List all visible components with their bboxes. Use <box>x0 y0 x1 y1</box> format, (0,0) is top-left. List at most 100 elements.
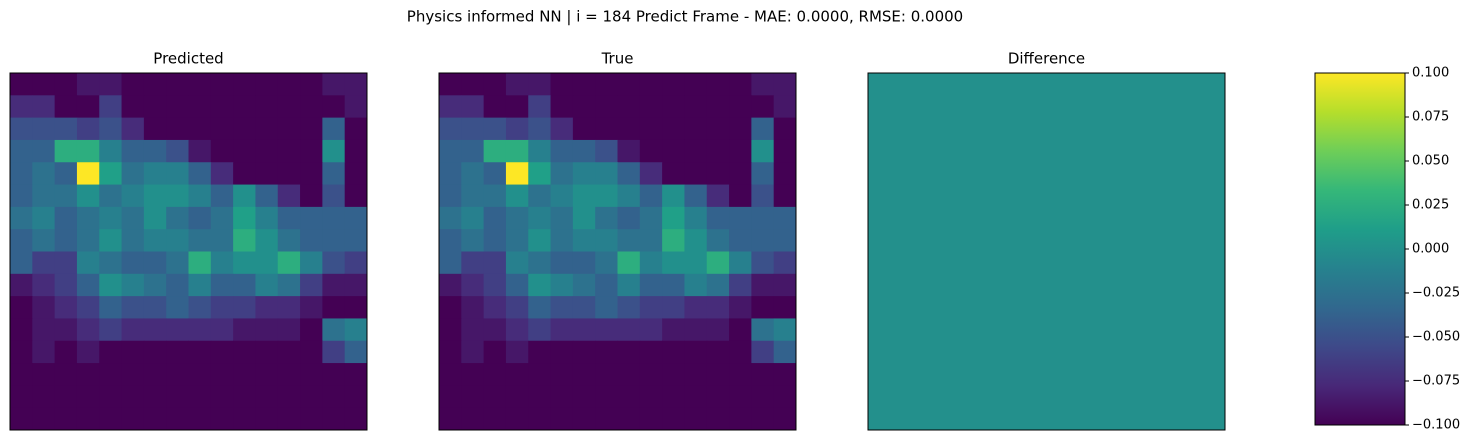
heatmap-cell <box>639 363 663 386</box>
heatmap-cell <box>528 73 552 96</box>
heatmap-cell <box>99 229 123 252</box>
heatmap-cell <box>751 251 775 275</box>
heatmap-cell <box>572 340 596 364</box>
heatmap-cell <box>461 184 485 208</box>
heatmap-cell <box>595 296 618 319</box>
heatmap-cell <box>483 73 507 96</box>
heatmap-cell <box>595 318 618 342</box>
heatmap-cell <box>662 184 685 208</box>
heatmap-cell <box>706 363 730 386</box>
heatmap-cell <box>617 385 641 409</box>
heatmap-cell <box>76 117 100 141</box>
heatmap-cell <box>773 73 797 96</box>
heatmap-cell <box>188 296 212 319</box>
heatmap-cell <box>751 206 775 230</box>
heatmap-cell <box>550 251 574 275</box>
heatmap-cell <box>550 229 574 252</box>
heatmap-cell <box>684 318 708 342</box>
heatmap-cell <box>344 273 368 297</box>
heatmap-cell <box>10 229 33 252</box>
heatmap-cell <box>143 206 167 230</box>
heatmap-cell <box>729 73 752 96</box>
heatmap-cell <box>550 117 574 141</box>
heatmap-cell <box>166 162 189 186</box>
heatmap-cell <box>277 407 301 431</box>
heatmap-cell <box>528 184 552 208</box>
heatmap-cell <box>255 95 279 119</box>
heatmap-cell <box>550 407 574 431</box>
heatmap-cell <box>550 206 574 230</box>
heatmap-cell <box>639 273 663 297</box>
heatmap-cell <box>233 340 256 364</box>
heatmap-cell <box>143 162 167 186</box>
heatmap-cell <box>572 229 596 252</box>
heatmap-cell <box>706 273 730 297</box>
heatmap-cell <box>255 296 279 319</box>
heatmap-cell <box>210 407 234 431</box>
heatmap-cell <box>99 407 123 431</box>
heatmap-cell <box>505 296 529 319</box>
heatmap-cell <box>344 363 368 386</box>
heatmap-cell <box>617 273 641 297</box>
heatmap-cell <box>461 407 485 431</box>
heatmap-cell <box>617 318 641 342</box>
heatmap-cell <box>662 296 685 319</box>
heatmap-cell <box>505 229 529 252</box>
heatmap-cell <box>572 184 596 208</box>
heatmap-cell <box>550 184 574 208</box>
heatmap-cell <box>76 251 100 275</box>
heatmap-cell <box>210 73 234 96</box>
heatmap-cell <box>706 407 730 431</box>
heatmap-cell <box>54 385 78 409</box>
heatmap-cell <box>210 296 234 319</box>
heatmap-cell <box>751 273 775 297</box>
heatmap-cell <box>617 251 641 275</box>
heatmap-cell <box>662 363 685 386</box>
heatmap-cell <box>639 340 663 364</box>
heatmap-cell <box>684 407 708 431</box>
heatmap-cell <box>54 95 78 119</box>
heatmap-cell <box>54 162 78 186</box>
heatmap-cell <box>439 273 462 297</box>
heatmap-cell <box>572 251 596 275</box>
heatmap-cell <box>300 407 323 431</box>
heatmap-cell <box>188 139 212 163</box>
heatmap-cell <box>572 407 596 431</box>
heatmap-cell <box>572 296 596 319</box>
heatmap-cell <box>595 206 618 230</box>
heatmap-cell <box>188 117 212 141</box>
heatmap-cell <box>188 95 212 119</box>
heatmap-cell <box>300 251 323 275</box>
panel-title: True <box>601 50 634 68</box>
heatmap-cell <box>166 273 189 297</box>
heatmap-cell <box>143 117 167 141</box>
heatmap-cell <box>300 184 323 208</box>
heatmap-cell <box>166 229 189 252</box>
heatmap-cell <box>684 162 708 186</box>
heatmap-cell <box>684 385 708 409</box>
heatmap-cell <box>662 273 685 297</box>
heatmap-cell <box>32 296 56 319</box>
heatmap-cell <box>729 206 752 230</box>
heatmap-cell <box>461 340 485 364</box>
heatmap-cell <box>121 139 145 163</box>
heatmap-cell <box>233 73 256 96</box>
heatmap-cell <box>528 340 552 364</box>
heatmap-cell <box>143 318 167 342</box>
heatmap-cell <box>706 385 730 409</box>
heatmap-cell <box>99 318 123 342</box>
heatmap-cell <box>300 162 323 186</box>
heatmap-cell <box>706 318 730 342</box>
heatmap-cell <box>10 139 33 163</box>
heatmap-cell <box>639 162 663 186</box>
heatmap-cell <box>121 340 145 364</box>
heatmap-cell <box>188 318 212 342</box>
colorbar-tick-label: −0.050 <box>1412 330 1460 345</box>
heatmap-cell <box>344 95 368 119</box>
heatmap-cell <box>662 162 685 186</box>
heatmap-cell <box>662 206 685 230</box>
heatmap-cell <box>32 385 56 409</box>
heatmap-cell <box>550 273 574 297</box>
heatmap-cell <box>277 95 301 119</box>
heatmap-cell <box>233 407 256 431</box>
